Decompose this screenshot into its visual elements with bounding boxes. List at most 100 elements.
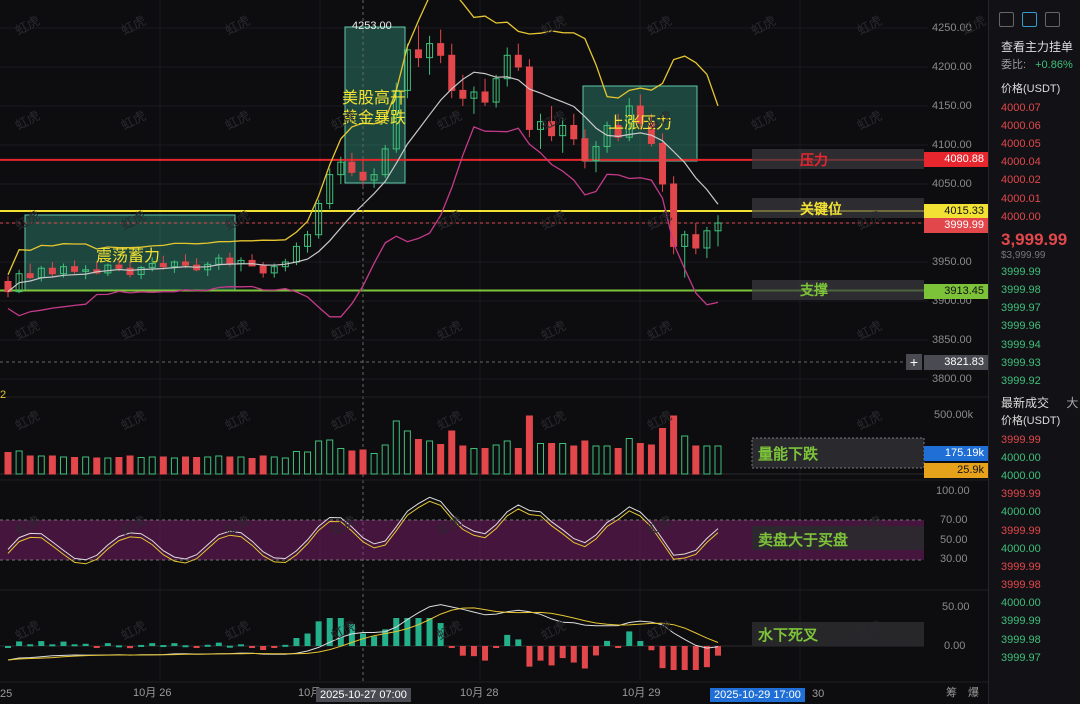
time-axis-label: 10月 28 xyxy=(460,687,499,699)
candle-body xyxy=(315,203,323,236)
macd-bar xyxy=(382,629,389,646)
candle-body xyxy=(448,54,456,91)
bid-row[interactable]: 3999.97 xyxy=(1001,302,1041,315)
bid-row[interactable]: 3999.99 xyxy=(1001,265,1041,278)
candle-body xyxy=(403,49,411,91)
volume-bar xyxy=(481,448,489,475)
candle-body xyxy=(137,266,145,275)
volume-bar xyxy=(248,458,256,475)
trade-row: 3999.97 xyxy=(1001,651,1041,664)
bid-row[interactable]: 3999.98 xyxy=(1001,284,1041,297)
boll-upper-line xyxy=(7,0,719,276)
volume-bar xyxy=(182,456,189,475)
bid-row[interactable]: 3999.96 xyxy=(1001,320,1041,333)
price-axis-label: 4100.00 xyxy=(932,139,972,151)
macd-bar xyxy=(249,646,256,648)
macd-axis-label: 0.00 xyxy=(944,640,966,652)
volume-bar xyxy=(603,445,611,475)
support-label-bg xyxy=(752,280,924,300)
volume-bar xyxy=(159,456,167,475)
osc-line-white xyxy=(7,496,719,561)
candle-body xyxy=(414,49,422,59)
macd-bar xyxy=(360,633,366,646)
consolidation-annotation: 震荡蓄力 xyxy=(96,248,161,265)
candle-body xyxy=(270,266,278,274)
macd-axis-label: 50.00 xyxy=(942,601,970,613)
volume-bar xyxy=(93,457,101,475)
macd-bar xyxy=(127,646,134,649)
candle-body xyxy=(636,105,644,124)
macd-bar xyxy=(93,646,100,648)
current-price-tag: 3999.99 xyxy=(924,218,988,233)
orderbook-asks-icon[interactable] xyxy=(1045,11,1060,27)
macd-bar xyxy=(60,641,67,646)
macd-bar xyxy=(337,618,344,646)
ask-row[interactable]: 4000.04 xyxy=(1001,156,1041,169)
volume-bar xyxy=(193,457,201,475)
price-axis-label: 3800.00 xyxy=(932,373,972,385)
ask-row[interactable]: 4000.07 xyxy=(1001,101,1041,114)
ask-row[interactable]: 4000.06 xyxy=(1001,119,1041,132)
resistance-label-bg xyxy=(752,149,924,169)
candle-body xyxy=(714,222,722,232)
macd-bar xyxy=(115,645,122,648)
time-axis-label: 30 xyxy=(812,688,825,700)
candle-body xyxy=(592,146,600,162)
macd-bar xyxy=(138,644,145,647)
bid-row[interactable]: 3999.94 xyxy=(1001,338,1041,351)
macd-bar xyxy=(171,643,178,646)
ask-row[interactable]: 4000.05 xyxy=(1001,137,1041,150)
liquidation-toggle-button[interactable]: 爆 xyxy=(968,687,979,699)
macd-bar xyxy=(315,621,322,646)
price-axis-label: 4200.00 xyxy=(932,61,972,73)
volume-bar xyxy=(115,457,123,475)
candle-body xyxy=(492,78,500,103)
chart-area[interactable]: 4250.00 4200.00 4150.00 4100.00 4050.00 … xyxy=(0,0,988,704)
ask-row[interactable]: 4000.01 xyxy=(1001,192,1041,205)
volume-bar xyxy=(703,445,711,475)
macd-bar xyxy=(681,646,688,670)
time-axis-label: 10月 26 xyxy=(133,687,172,699)
volume-bar xyxy=(226,456,234,475)
volume-bar xyxy=(281,457,289,475)
orderbook-bids-icon[interactable] xyxy=(1022,11,1037,27)
macd-annotation-box xyxy=(752,622,924,646)
candle-body xyxy=(537,121,544,130)
volume-bar xyxy=(581,440,589,475)
ask-row[interactable]: 4000.00 xyxy=(1001,210,1041,223)
macd-bar xyxy=(592,646,599,656)
chip-toggle-button[interactable]: 筹 xyxy=(946,687,957,699)
volume-bar xyxy=(426,440,434,475)
time-axis-label: 25 xyxy=(0,688,13,700)
volume-bar xyxy=(37,455,45,475)
trades-large-tab[interactable]: 大 xyxy=(1066,396,1079,411)
macd-bar xyxy=(537,646,544,661)
ask-row[interactable]: 4000.02 xyxy=(1001,174,1041,187)
volume-bar xyxy=(26,455,34,475)
macd-bar xyxy=(659,646,666,669)
candle-body xyxy=(692,234,700,249)
candle-body xyxy=(570,125,578,140)
macd-bar xyxy=(559,646,566,659)
time-axis-label: 10月 xyxy=(298,687,322,699)
volume-bar xyxy=(448,430,456,475)
kline-chart[interactable] xyxy=(0,0,988,704)
volume-bar xyxy=(659,428,667,475)
volume-bar xyxy=(537,443,544,475)
bid-row[interactable]: 3999.93 xyxy=(1001,356,1041,369)
bid-row[interactable]: 3999.92 xyxy=(1001,375,1041,387)
volume-bar xyxy=(259,455,267,475)
sell-over-buy-annotation: 卖盘大于买盘 xyxy=(758,532,849,549)
main-order-link[interactable]: 查看主力挂单 xyxy=(1001,40,1074,54)
orderbook-both-icon[interactable] xyxy=(999,11,1014,27)
candle-body xyxy=(381,148,389,176)
macd-bar xyxy=(348,623,355,646)
volume-bar xyxy=(359,449,367,475)
volume-bar xyxy=(104,457,112,475)
candle-body xyxy=(670,183,678,247)
crosshair-plus-icon[interactable]: + xyxy=(906,354,922,370)
macd-bar xyxy=(670,646,677,670)
trades-title[interactable]: 最新成交 xyxy=(1001,396,1050,411)
resistance-label: 压力 xyxy=(800,152,828,168)
volume-bar xyxy=(514,448,522,475)
